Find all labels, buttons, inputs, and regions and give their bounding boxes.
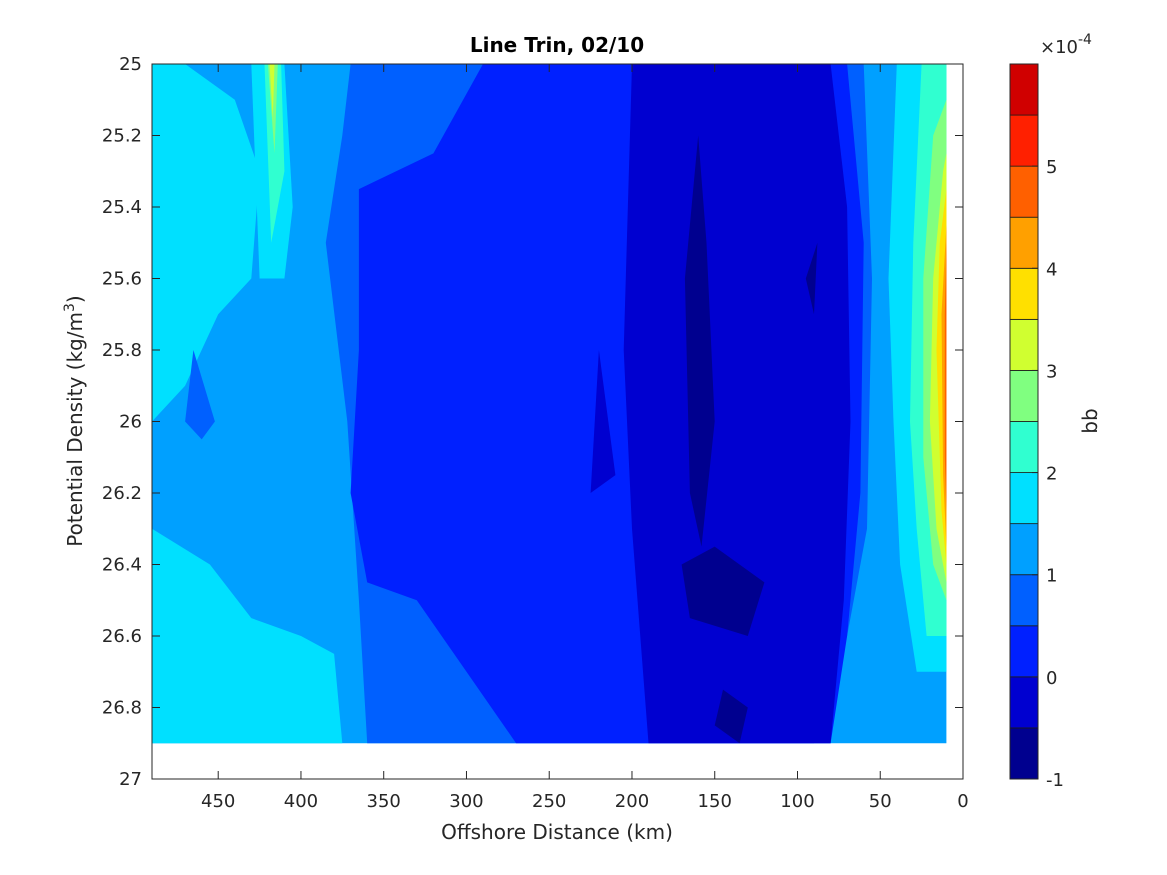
colorbar-segment-4: [1009, 523, 1039, 576]
colorbar: -1 0 1 2 3 4 5: [1009, 63, 1064, 791]
y-tick-label: 25.6: [102, 269, 142, 290]
contour-region-6: [264, 64, 285, 243]
colorbar-segment-11: [1009, 165, 1039, 218]
y-axis: 25 25.2 25.4 25.6 25.8 26 26.2 26.4 26.6 26.8 27: [102, 54, 963, 790]
contour-region-20: [681, 546, 765, 636]
contour-region-2: [152, 528, 343, 744]
y-tick-label: 25.2: [102, 126, 142, 147]
colorbar-tick-label: -1: [1046, 770, 1064, 791]
y-axis-label-main: Potential Density (kg/m: [63, 312, 87, 547]
x-tick-label: 400: [284, 791, 318, 812]
x-tick-label: 50: [869, 791, 892, 812]
colorbar-segment-6: [1009, 421, 1039, 473]
y-tick-label: 26.2: [102, 483, 142, 504]
chart-title: Line Trin, 02/10: [470, 33, 644, 57]
colorbar-tick-label: 4: [1046, 259, 1057, 280]
x-tick-label: 100: [780, 791, 814, 812]
colorbar-exponent-power: -4: [1078, 32, 1092, 48]
y-tick-label: 25.8: [102, 340, 142, 361]
y-tick-label: 25.4: [102, 197, 142, 218]
colorbar-tick-label: 5: [1046, 157, 1057, 178]
colorbar-exponent: ×10-4: [1040, 32, 1092, 58]
x-tick-label: 450: [201, 791, 235, 812]
y-tick-label: 25: [119, 54, 142, 75]
contour-region-1: [152, 64, 260, 422]
colorbar-segment-10: [1009, 216, 1039, 269]
contour-region-22: [805, 242, 818, 315]
colorbar-label: bb: [1078, 408, 1102, 433]
colorbar-segment-1: [1009, 676, 1039, 729]
x-tick-label: 0: [957, 791, 968, 812]
y-tick-label: 26: [119, 412, 142, 433]
x-tick-label: 150: [698, 791, 732, 812]
x-tick-label: 250: [532, 791, 566, 812]
colorbar-segment-2: [1009, 625, 1039, 678]
y-axis-label-superscript: 3: [62, 303, 78, 312]
contour-region-15: [185, 350, 215, 440]
colorbar-tick-label: 2: [1046, 464, 1057, 485]
y-tick-label: 26.8: [102, 698, 142, 719]
contour-region-18: [590, 350, 616, 493]
colorbar-segment-0: [1009, 727, 1039, 780]
colorbar-segment-5: [1009, 472, 1039, 525]
colorbar-tick-label: 0: [1046, 668, 1057, 689]
x-axis-label: Offshore Distance (km): [441, 820, 673, 844]
y-tick-label: 27: [119, 769, 142, 790]
colorbar-segment-8: [1009, 318, 1039, 371]
colorbar-segment-7: [1009, 370, 1039, 422]
x-tick-label: 300: [449, 791, 483, 812]
colorbar-tick-label: 3: [1046, 361, 1057, 382]
colorbar-segment-9: [1009, 267, 1039, 320]
colorbar-frame: [1009, 63, 1039, 780]
contour-layer: [152, 64, 947, 744]
y-tick-label: 26.4: [102, 555, 142, 576]
x-tick-label: 350: [367, 791, 401, 812]
y-axis-label-close: ): [63, 295, 87, 303]
colorbar-segment-12: [1009, 114, 1039, 167]
colorbar-segment-3: [1009, 574, 1039, 627]
y-tick-label: 26.6: [102, 626, 142, 647]
colorbar-tick-label: 1: [1046, 566, 1057, 587]
x-tick-label: 200: [615, 791, 649, 812]
contour-region-19: [684, 135, 715, 547]
contour-region-21: [714, 689, 748, 744]
contour-region-13: [944, 242, 947, 511]
contour-region-17: [623, 64, 851, 744]
contour-region-10: [269, 64, 275, 118]
x-axis: 450 400 350 300 250 200 150 100 50 0: [201, 64, 969, 812]
colorbar-segment-13: [1009, 63, 1039, 116]
y-axis-label: Potential Density (kg/m3): [62, 295, 87, 546]
colorbar-exponent-prefix: ×10: [1040, 37, 1078, 58]
